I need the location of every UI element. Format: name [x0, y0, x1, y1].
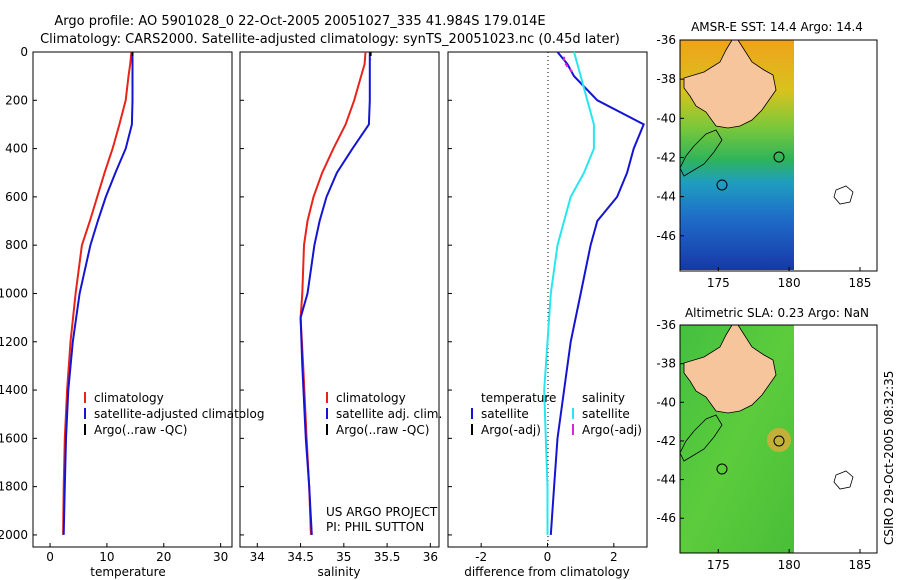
lat-tick-label: -42: [656, 434, 676, 448]
coastline-shape: [679, 129, 723, 177]
lat-tick-label: -46: [656, 511, 676, 525]
series-line-1: [62, 52, 134, 535]
x-tick-label: 20: [156, 550, 171, 564]
y-tick-label: 200: [5, 93, 28, 107]
legend-label-climatology: climatology: [336, 391, 406, 405]
lat-tick-label: -40: [656, 395, 676, 409]
legend-label-argo: Argo(..raw -QC): [94, 423, 187, 437]
difference-legend: temperature satellite Argo(-adj) salinit…: [471, 391, 642, 437]
series-line-0: [62, 51, 133, 535]
lat-tick-label: -46: [656, 229, 676, 243]
legend-label-climatology: climatology: [94, 391, 164, 405]
lat-tick-label: -42: [656, 150, 676, 164]
lat-tick-label: -38: [656, 72, 676, 86]
temperature-panel: 0 10 20 30 0 200 400 600 800 1000 1200 1400 1600 1800…: [0, 45, 264, 579]
salinity-axis-label: salinity: [317, 565, 360, 579]
chatham-islands-shape: [833, 470, 854, 490]
lon-tick-label: 175: [707, 276, 730, 290]
series-line-0: [299, 51, 367, 535]
x-tick-label: 0: [46, 550, 54, 564]
legend-label-temp-satellite: satellite: [481, 407, 529, 421]
project-annotation: US ARGO PROJECT: [326, 505, 438, 519]
lon-tick-label: 180: [778, 276, 801, 290]
figure-title: Argo profile: AO 5901028_0 22-Oct-2005 2…: [54, 14, 545, 29]
reference-marker: [716, 179, 728, 191]
temperature-legend: climatology satellite-adjusted climatolo…: [84, 391, 264, 437]
lat-tick-label: -44: [656, 190, 676, 204]
chatham-islands-shape: [833, 185, 854, 205]
legend-label-temp-argo: Argo(-adj): [481, 423, 541, 437]
figure-subtitle: Climatology: CARS2000. Satellite-adjuste…: [40, 32, 620, 47]
lat-tick-label: -44: [656, 473, 676, 487]
y-tick-label: 800: [5, 238, 28, 252]
lon-tick-label: 175: [707, 558, 730, 572]
north-island-shape: [683, 324, 777, 414]
pi-annotation: PI: PHIL SUTTON: [326, 520, 424, 534]
lat-tick-label: -38: [656, 357, 676, 371]
lon-tick-label: 185: [849, 558, 872, 572]
x-tick-label: -2: [475, 550, 487, 564]
x-tick-label: 30: [213, 550, 228, 564]
y-tick-label: 1600: [0, 431, 28, 445]
y-tick-label: 1800: [0, 480, 28, 494]
legend-label-argo: Argo(..raw -QC): [336, 423, 429, 437]
salinity-plot-frame: [239, 51, 440, 548]
y-tick-label: 1200: [0, 335, 28, 349]
lat-tick-label: -40: [656, 111, 676, 125]
lat-tick-label: -36: [656, 33, 676, 47]
difference-axis-label: difference from climatology: [464, 565, 630, 579]
y-tick-label: 600: [5, 190, 28, 204]
x-tick-label: 34.5: [287, 550, 314, 564]
sla-map-frame: [679, 324, 878, 554]
y-tick-label: 400: [5, 142, 28, 156]
salinity-legend: climatology satellite adj. clim. Argo(..…: [326, 391, 442, 437]
reference-marker: [716, 463, 728, 475]
legend-label-sal-satellite: satellite: [582, 407, 630, 421]
argo-location-marker: [773, 435, 785, 447]
legend-label-satellite: satellite-adjusted climatolog: [94, 407, 264, 421]
sst-map-frame: [679, 39, 878, 272]
temperature-plot-frame: [32, 51, 233, 548]
x-tick-label: 2: [610, 550, 618, 564]
north-island-shape: [683, 39, 777, 129]
sla-anomaly-patch: [767, 428, 791, 452]
y-tick-label: 1400: [0, 383, 28, 397]
series-line-1: [543, 51, 595, 535]
x-tick-label: 35: [336, 550, 351, 564]
temperature-axis-label: temperature: [90, 565, 165, 579]
sst-map-panel: AMSR-E SST: 14.4 Argo: 14.4 175 180 185 -36…: [656, 20, 878, 290]
legend-heading-temperature: temperature: [481, 391, 556, 405]
lon-tick-label: 180: [778, 558, 801, 572]
coastline-shape: [679, 414, 723, 462]
x-tick-label: 10: [99, 550, 114, 564]
x-tick-label: 35.5: [374, 550, 401, 564]
legend-label-sal-argo: Argo(-adj): [582, 423, 642, 437]
y-tick-label: 1000: [0, 286, 28, 300]
credit-timestamp: CSIRO 29-Oct-2005 08:32:35: [882, 371, 896, 545]
series-line-0: [549, 51, 645, 535]
series-line-1: [299, 52, 371, 535]
x-tick-label: 34: [250, 550, 265, 564]
sla-map-panel: Altimetric SLA: 0.23 Argo: NaN 175 180 185…: [656, 306, 878, 572]
argo-location-marker: [773, 151, 785, 163]
lat-tick-label: -36: [656, 318, 676, 332]
x-tick-label: 0: [544, 550, 552, 564]
sst-map-title: AMSR-E SST: 14.4 Argo: 14.4: [691, 20, 863, 34]
y-tick-label: 0: [20, 45, 28, 59]
difference-panel: -2 0 2 difference from climatology tempera…: [447, 51, 648, 579]
sla-map-title: Altimetric SLA: 0.23 Argo: NaN: [685, 306, 869, 320]
y-tick-label: 2000: [0, 528, 28, 542]
salinity-panel: 34 34.5 35 35.5 36 salinity climatology sate…: [239, 51, 442, 579]
series-line-2: [563, 56, 575, 75]
x-tick-label: 36: [423, 550, 438, 564]
lon-tick-label: 185: [849, 276, 872, 290]
legend-heading-salinity: salinity: [582, 391, 625, 405]
legend-label-satellite: satellite adj. clim.: [336, 407, 442, 421]
